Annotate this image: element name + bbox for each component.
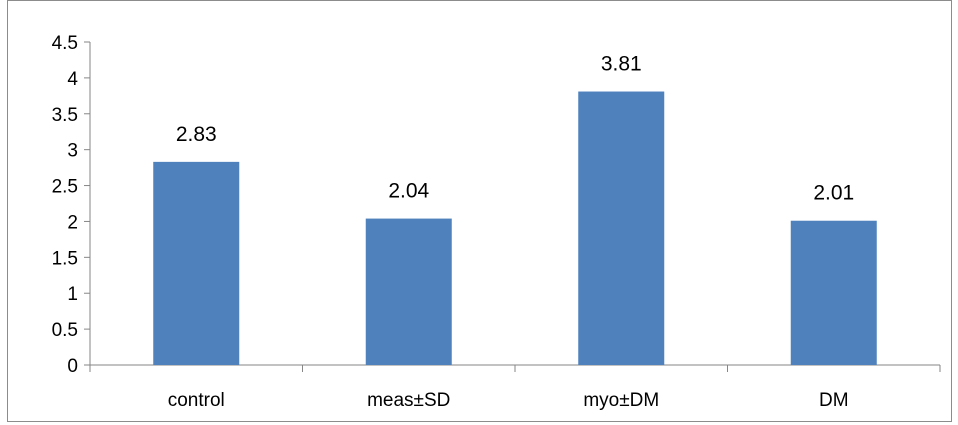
y-axis (84, 41, 91, 366)
y-tick-label: 2 (67, 212, 78, 233)
y-tick-label: 0 (67, 356, 78, 377)
data-label: 3.81 (601, 53, 642, 76)
y-tick-label: 4.5 (52, 33, 78, 54)
y-tick-labels: 0 0.5 1 1.5 2 2.5 3 3.5 4 4.5 (52, 33, 79, 377)
bar-meas-sd (365, 218, 452, 365)
data-label: 2.01 (813, 182, 854, 205)
bar-dm (790, 220, 877, 365)
y-tick-label: 2.5 (52, 177, 78, 198)
y-tick-label: 1.5 (52, 248, 78, 269)
bar-control (153, 161, 240, 365)
y-tick-label: 4 (67, 69, 78, 90)
y-tick-label: 3.5 (52, 105, 78, 126)
bar-myo-dm (578, 91, 665, 365)
category-label: myo±DM (583, 390, 659, 411)
category-label: control (168, 390, 225, 411)
y-tick-label: 3 (67, 141, 78, 162)
category-labels: control meas±SD myo±DM DM (168, 390, 849, 411)
x-axis (89, 364, 941, 372)
y-tick-label: 0.5 (52, 320, 78, 341)
data-labels: 2.83 2.04 3.81 2.01 (176, 53, 854, 205)
y-tick-label: 1 (67, 284, 78, 305)
bars (153, 91, 877, 365)
category-label: DM (819, 390, 849, 411)
category-label: meas±SD (367, 390, 450, 411)
data-label: 2.04 (388, 180, 429, 203)
data-label: 2.83 (176, 123, 217, 146)
